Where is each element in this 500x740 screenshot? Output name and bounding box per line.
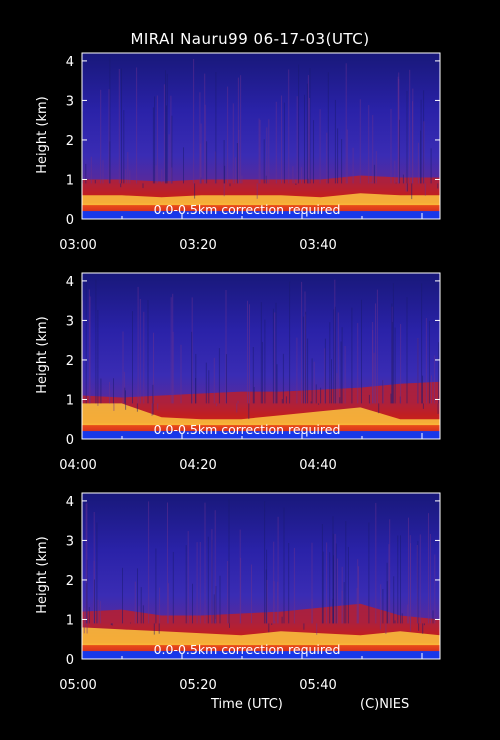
lidar-panel: 0 1 2 3 4 04:00 04:20 04:40 Height (km) 0.0-0.5km… (35, 272, 441, 473)
y-tick-label: 2 (66, 354, 74, 369)
lidar-panel: 0 1 2 3 4 05:00 05:20 05:40 Height (km) 0.0-0.5km… (35, 492, 441, 693)
correction-annotation: 0.0-0.5km correction required (154, 642, 341, 657)
chart-title: MIRAI Nauru99 06-17-03(UTC) (130, 30, 370, 48)
surface-strip (82, 651, 440, 659)
x-tick-label: 03:20 (179, 238, 216, 253)
y-tick-label: 1 (66, 393, 74, 408)
correction-annotation: 0.0-0.5km correction required (154, 422, 341, 437)
surface-strip (82, 211, 440, 219)
y-axis-title: Height (km) (35, 536, 50, 613)
x-tick-label: 05:40 (299, 678, 336, 693)
x-tick-label: 05:00 (59, 678, 96, 693)
x-tick-label: 03:00 (59, 238, 96, 253)
y-tick-label: 4 (66, 495, 74, 510)
correction-annotation: 0.0-0.5km correction required (154, 202, 341, 217)
y-tick-label: 2 (66, 134, 74, 149)
credit-label: (C)NIES (360, 697, 410, 712)
x-tick-label: 03:40 (299, 238, 336, 253)
y-tick-label: 0 (66, 213, 74, 228)
y-axis-title: Height (km) (35, 316, 50, 393)
x-tick-label: 04:20 (179, 458, 216, 473)
y-tick-label: 1 (66, 613, 74, 628)
y-tick-label: 0 (66, 433, 74, 448)
x-tick-label: 04:40 (299, 458, 336, 473)
y-tick-label: 3 (66, 94, 74, 109)
x-tick-label: 05:20 (179, 678, 216, 693)
surface-strip (82, 431, 440, 439)
x-axis-title: Time (UTC) (211, 697, 283, 712)
y-tick-label: 1 (66, 173, 74, 188)
axes-frame (81, 52, 441, 220)
cloud-base-layer (82, 627, 440, 646)
y-tick-label: 2 (66, 574, 74, 589)
lidar-panel: 0 1 2 3 4 03:00 03:20 03:40 Height (km) 0.0-0.5km… (35, 52, 441, 253)
x-tick-label: 04:00 (59, 458, 96, 473)
axes-frame (81, 272, 441, 440)
y-tick-label: 0 (66, 653, 74, 668)
cloud-base-layer (82, 193, 440, 206)
y-tick-label: 4 (66, 275, 74, 290)
y-tick-label: 3 (66, 534, 74, 549)
y-tick-label: 3 (66, 314, 74, 329)
cloud-base-layer (82, 403, 440, 426)
y-axis-title: Height (km) (35, 96, 50, 173)
axes-frame (81, 492, 441, 660)
y-tick-label: 4 (66, 55, 74, 70)
